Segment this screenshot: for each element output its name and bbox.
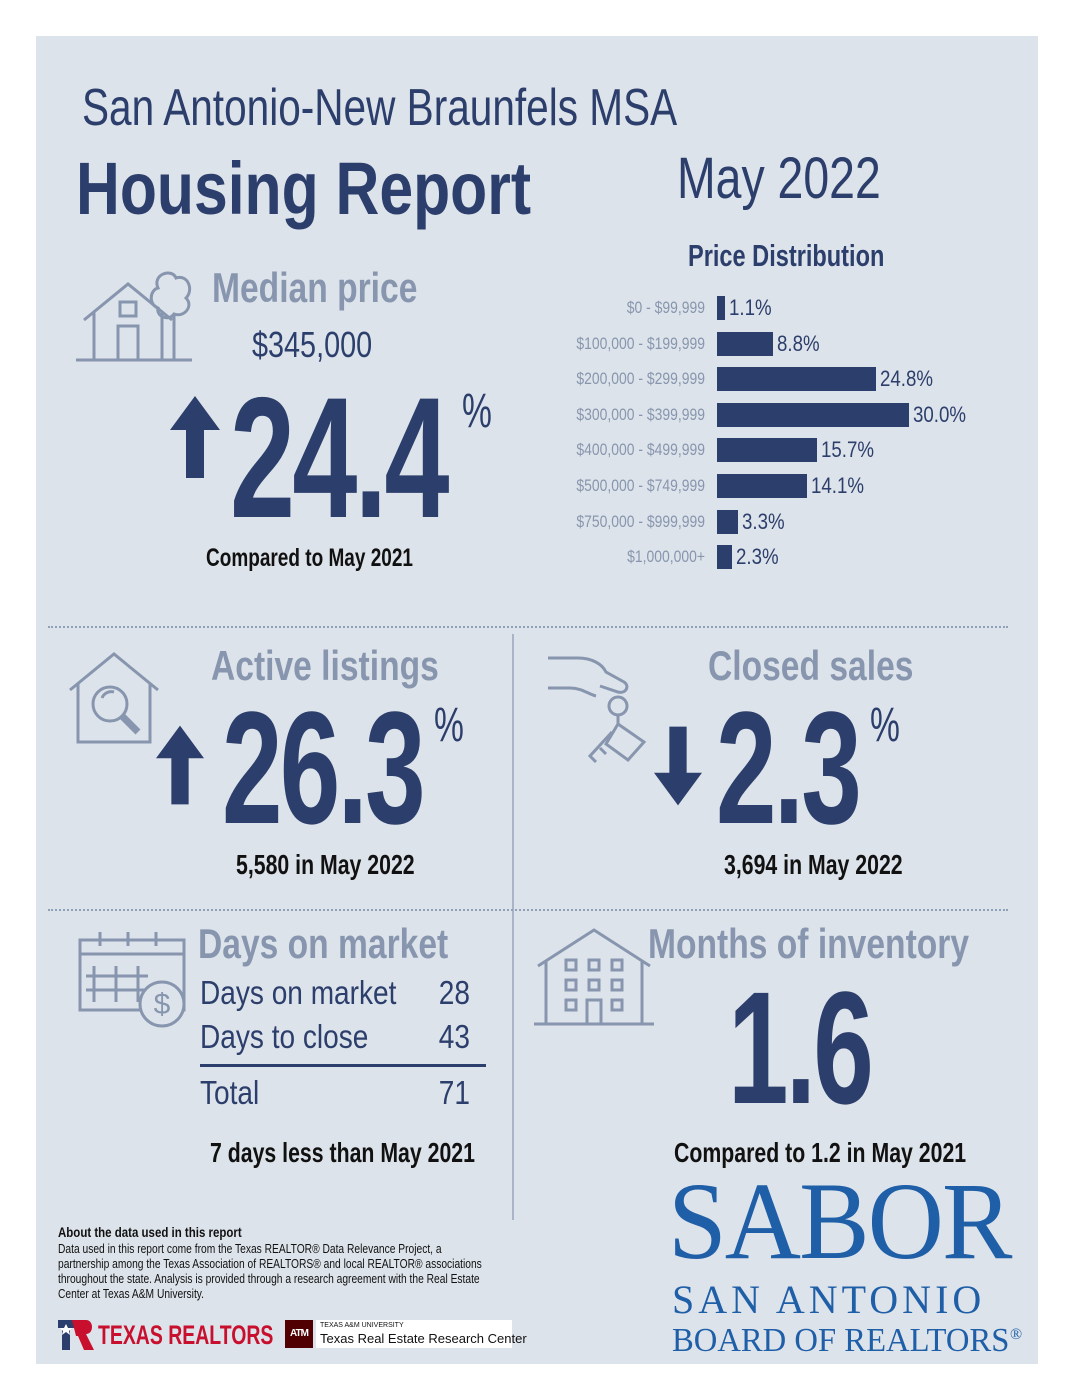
months-inventory-note: Compared to 1.2 in May 2021 [674,1137,967,1168]
chart-category-label: $0 - $99,999 [626,298,705,317]
median-price-percent-sign: % [462,385,492,438]
region-title: San Antonio-New Braunfels MSA [82,79,678,137]
chart-data-label: 30.0% [913,401,967,427]
dtc-row-label: Days to close [200,1018,369,1055]
active-listings-note: 5,580 in May 2022 [236,849,415,880]
chart-bar [717,367,876,392]
divider-middle [48,909,1008,911]
chart-data-label: 8.8% [777,330,820,356]
chart-category-label: $1,000,000+ [627,547,705,567]
sabor-registered-mark: ® [1010,1326,1023,1343]
closed-sales-change: 2.3 [716,678,862,857]
divider-vertical [512,634,514,1220]
report-period: May 2022 [677,146,881,211]
house-tree-icon [76,271,192,362]
page-title: Housing Report [76,147,532,230]
arrow-down-icon [654,726,702,806]
house-search-icon [69,652,159,744]
active-listings-change: 26.3 [222,678,426,857]
dtc-row-value: 43 [438,1018,470,1055]
total-row-value: 71 [438,1074,470,1111]
dom-row-label: Days on market [200,974,397,1011]
chart-bar [717,545,732,570]
hand-key-icon [548,656,647,764]
days-on-market-heading: Days on market [198,920,449,967]
chart-category-label: $500,000 - $749,999 [576,476,705,495]
chart-data-label: 1.1% [729,295,772,320]
chart-data-label: 3.3% [742,508,785,534]
chart-bar [717,438,818,463]
months-inventory-value: 1.6 [728,958,874,1137]
calendar-dollar-icon: $ [78,932,186,1028]
arrow-up-icon [156,725,204,805]
tamu-center-label: Texas Real Estate Research Center [320,1331,527,1346]
chart-bar [717,402,909,427]
active-listings-heading: Active listings [211,642,439,689]
texas-realtors-logo-icon [58,1320,94,1350]
months-inventory-heading: Months of inventory [648,920,970,967]
tamu-center-panel [316,1320,512,1348]
sabor-name-line2: BOARD OF REALTORS [672,1322,1010,1359]
tamu-university-label: TEXAS A&M UNIVERSITY [320,1322,404,1329]
chart-bar [717,296,725,320]
total-row-label: Total [200,1074,260,1111]
closed-sales-note: 3,694 in May 2022 [724,849,903,880]
sabor-logo: SABOR [668,1160,1012,1282]
closed-sales-heading: Closed sales [708,642,914,689]
about-heading: About the data used in this report [58,1224,242,1240]
chart-data-label: 14.1% [811,473,865,498]
median-price-heading: Median price [212,264,418,311]
chart-category-label: $100,000 - $199,999 [576,333,705,353]
chart-data-label: 24.8% [879,366,933,392]
median-price-change: 24.4 [230,362,449,554]
about-body: Data used in this report come from the T… [58,1242,482,1301]
median-price-note: Compared to May 2021 [206,544,413,572]
chart-category-label: $300,000 - $399,999 [576,404,705,424]
texas-realtors-wordmark: TEXAS REALTORS [98,1320,274,1350]
tamu-mark-box: ATM [285,1320,313,1348]
arrow-up-icon [170,396,220,478]
report-card [36,36,1038,1364]
days-on-market-note: 7 days less than May 2021 [210,1137,475,1168]
chart-bar [717,331,774,356]
chart-bar [717,509,739,534]
active-listings-percent-sign: % [434,699,464,752]
chart-data-label: 2.3% [735,544,779,570]
chart-category-label: $200,000 - $299,999 [576,369,705,389]
chart-category-label: $750,000 - $999,999 [576,511,705,531]
chart-bar [717,474,808,498]
house-building-icon [534,928,654,1026]
svg-text:$: $ [154,988,171,1021]
closed-sales-percent-sign: % [870,699,900,752]
chart-data-label: 15.7% [821,437,875,463]
divider-top [48,626,1008,628]
dom-row-value: 28 [438,974,470,1011]
chart-title: Price Distribution [688,238,885,273]
total-divider [200,1064,486,1067]
sabor-name-line1: SAN ANTONIO [672,1277,986,1322]
median-price-value: $345,000 [252,324,373,365]
chart-category-label: $400,000 - $499,999 [576,440,705,460]
